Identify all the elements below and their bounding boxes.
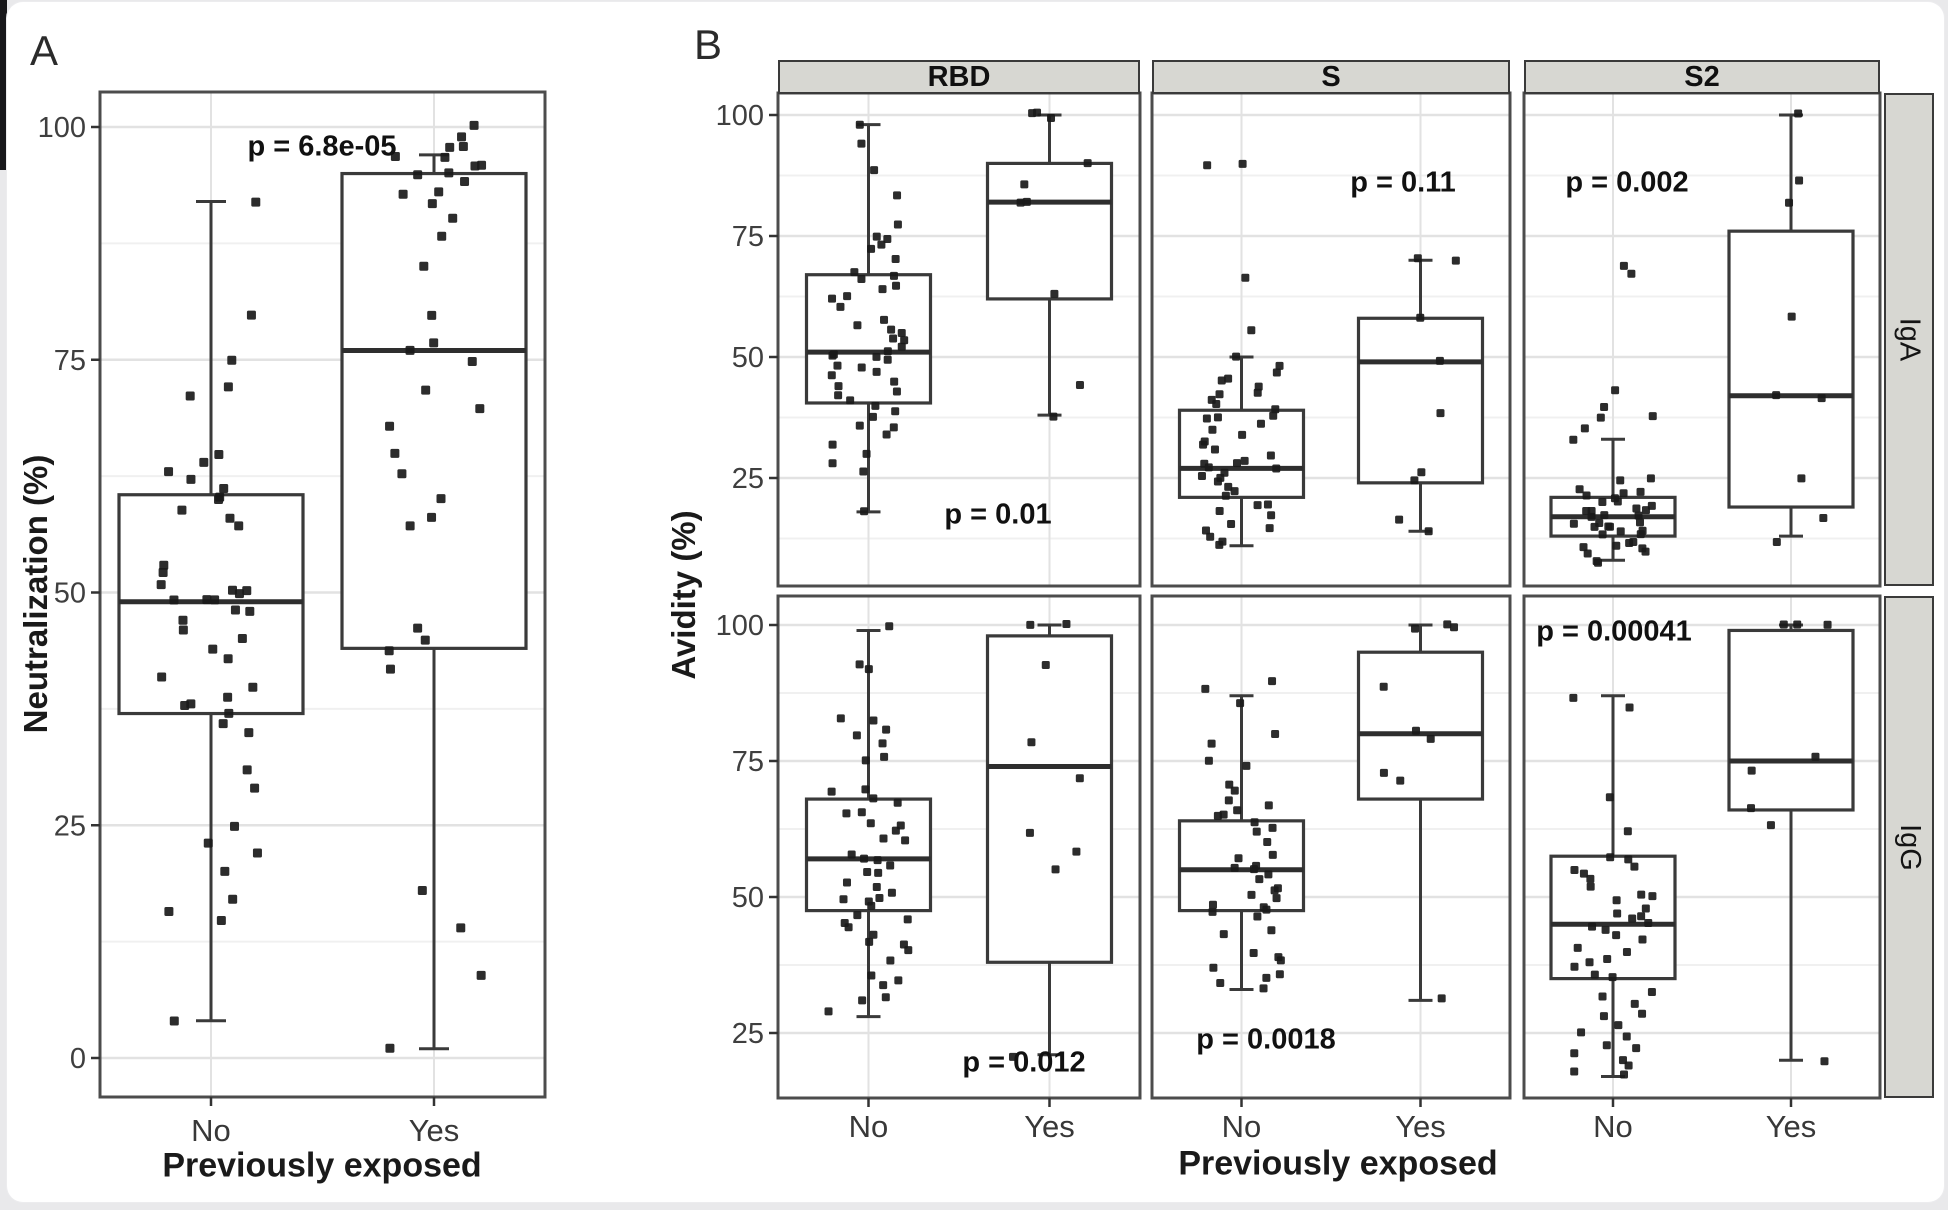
x-tick-label: Yes bbox=[1766, 1109, 1817, 1144]
x-tick-label: No bbox=[1222, 1109, 1262, 1144]
facet-s-igg: No Yes bbox=[1150, 594, 1512, 1144]
box-no bbox=[804, 123, 933, 514]
x-tick-label: Yes bbox=[1024, 1109, 1075, 1144]
panel-a-plot: 0 25 50 75 100 No Yes bbox=[38, 90, 547, 1148]
jitter-points-yes bbox=[1772, 109, 1828, 546]
box-yes bbox=[1727, 623, 1855, 1062]
y-tick-label: 75 bbox=[732, 746, 764, 778]
pvalue-s-igg: p = 0.0018 bbox=[1196, 1023, 1336, 1056]
y-tick-label: 50 bbox=[732, 882, 764, 914]
facet-strip-iga-label: IgA bbox=[1893, 317, 1926, 362]
box-yes bbox=[340, 153, 528, 1051]
pvalue-s-iga: p = 0.11 bbox=[1350, 166, 1456, 199]
y-tick-label: 50 bbox=[54, 578, 86, 610]
jitter-points-no bbox=[1197, 159, 1284, 549]
facet-s2-iga bbox=[1522, 91, 1882, 588]
jitter-points-yes bbox=[384, 120, 487, 1053]
jitter-points-yes bbox=[1008, 619, 1084, 1061]
panel-a-y-axis-title: Neutralization (%) bbox=[17, 454, 54, 734]
x-tick-label: No bbox=[191, 1113, 231, 1148]
y-tick-label: 25 bbox=[732, 1018, 764, 1050]
panel-b-label: B bbox=[694, 21, 723, 68]
y-tick-label: 25 bbox=[732, 463, 764, 495]
y-tick-label: 0 bbox=[70, 1043, 86, 1075]
x-tick-label: No bbox=[1593, 1109, 1633, 1144]
x-tick-label: Yes bbox=[1395, 1109, 1446, 1144]
box-yes bbox=[985, 623, 1114, 1057]
y-tick-label: 50 bbox=[732, 342, 764, 374]
jitter-points-no bbox=[827, 120, 909, 516]
x-tick-label: No bbox=[849, 1109, 889, 1144]
box-no bbox=[1177, 355, 1306, 548]
facet-strip-iga: IgA bbox=[1884, 93, 1934, 586]
panel-b-y-axis-title: Avidity (%) bbox=[665, 510, 702, 680]
facet-strip-s2: S2 bbox=[1524, 60, 1880, 94]
facet-strip-igg-label: IgG bbox=[1893, 823, 1926, 871]
pvalue-rbd-iga: p = 0.01 bbox=[944, 498, 1052, 531]
facet-strip-rbd: RBD bbox=[778, 60, 1140, 94]
facet-rbd-igg: 25 50 75 100 No Yes bbox=[716, 594, 1142, 1144]
y-tick-label: 100 bbox=[38, 112, 86, 144]
box-no bbox=[1177, 694, 1306, 991]
jitter-points-no bbox=[156, 197, 262, 1026]
jitter-points-yes bbox=[1379, 620, 1459, 1003]
jitter-points-no bbox=[1569, 693, 1657, 1079]
y-tick-label: 100 bbox=[716, 100, 764, 132]
facet-rbd-iga: 25 50 75 100 bbox=[716, 91, 1142, 588]
jitter-points-no bbox=[1201, 677, 1285, 993]
box-no bbox=[804, 628, 933, 1019]
jitter-points-yes bbox=[1016, 108, 1092, 421]
facet-s-iga bbox=[1150, 91, 1512, 588]
jitter-points-no bbox=[1569, 261, 1657, 567]
jitter-points-yes bbox=[1395, 254, 1460, 536]
box-yes bbox=[985, 113, 1114, 417]
panel-a-label: A bbox=[30, 27, 59, 74]
pvalue-s2-igg: p = 0.00041 bbox=[1536, 615, 1692, 648]
y-tick-label: 100 bbox=[716, 610, 764, 642]
screenshot-edge-artifact bbox=[0, 0, 7, 170]
y-tick-label: 75 bbox=[54, 345, 86, 377]
box-yes bbox=[1356, 623, 1485, 1002]
jitter-points-yes bbox=[1747, 620, 1832, 1066]
facet-s2-igg: No Yes bbox=[1522, 594, 1882, 1144]
box-yes bbox=[1727, 113, 1855, 538]
panel-a-x-axis-title: Previously exposed bbox=[162, 1146, 482, 1185]
pvalue-s2-iga: p = 0.002 bbox=[1565, 166, 1689, 199]
jitter-points-no bbox=[824, 622, 913, 1016]
pvalue-rbd-igg: p = 0.012 bbox=[962, 1046, 1086, 1079]
box-yes bbox=[1356, 258, 1485, 533]
facet-strip-igg: IgG bbox=[1884, 596, 1934, 1098]
y-tick-label: 25 bbox=[54, 810, 86, 842]
panel-b-x-axis-title: Previously exposed bbox=[1178, 1144, 1498, 1183]
x-tick-label: Yes bbox=[409, 1113, 460, 1148]
facet-strip-s: S bbox=[1152, 60, 1510, 94]
pvalue-panel-a: p = 6.8e-05 bbox=[247, 130, 397, 163]
y-tick-label: 75 bbox=[732, 221, 764, 253]
